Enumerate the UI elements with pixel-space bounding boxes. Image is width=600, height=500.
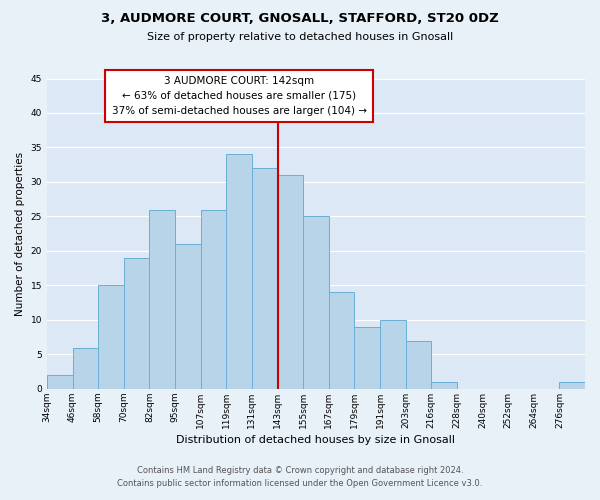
Bar [252,168,278,389]
Y-axis label: Number of detached properties: Number of detached properties [15,152,25,316]
Bar [431,382,457,389]
Bar [149,210,175,389]
Text: Contains HM Land Registry data © Crown copyright and database right 2024.
Contai: Contains HM Land Registry data © Crown c… [118,466,482,487]
Text: 3, AUDMORE COURT, GNOSALL, STAFFORD, ST20 0DZ: 3, AUDMORE COURT, GNOSALL, STAFFORD, ST2… [101,12,499,26]
Bar [47,375,73,389]
Bar [355,327,380,389]
Bar [175,244,200,389]
X-axis label: Distribution of detached houses by size in Gnosall: Distribution of detached houses by size … [176,435,455,445]
Bar [124,258,149,389]
Bar [278,175,303,389]
Bar [380,320,406,389]
Bar [98,286,124,389]
Bar [559,382,585,389]
Text: Size of property relative to detached houses in Gnosall: Size of property relative to detached ho… [147,32,453,42]
Bar [329,292,355,389]
Bar [73,348,98,389]
Bar [226,154,252,389]
Bar [303,216,329,389]
Bar [406,340,431,389]
Text: 3 AUDMORE COURT: 142sqm
← 63% of detached houses are smaller (175)
37% of semi-d: 3 AUDMORE COURT: 142sqm ← 63% of detache… [112,76,367,116]
Bar [200,210,226,389]
